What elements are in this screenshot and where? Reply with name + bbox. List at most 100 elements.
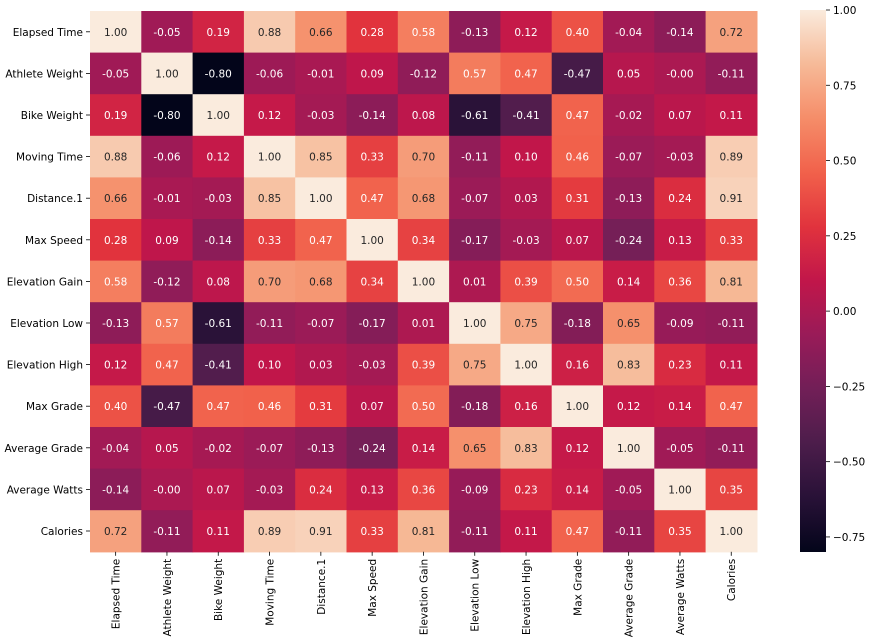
cell-value-label: 0.09 — [360, 68, 383, 80]
heatmap-cell — [243, 177, 296, 220]
heatmap-cell — [90, 427, 142, 470]
y-tick-label: Max Grade — [26, 401, 83, 413]
heatmap-cell — [654, 343, 707, 386]
cell-value-label: -0.14 — [666, 27, 693, 39]
x-tick-label: Average Grade — [624, 559, 636, 637]
cell-value-label: 0.11 — [720, 110, 743, 122]
heatmap-cell — [141, 11, 194, 54]
cell-value-label: 1.00 — [360, 235, 383, 247]
x-tick-label: Bike Weight — [213, 559, 225, 621]
x-tick-label: Average Watts — [675, 559, 687, 635]
cell-value-label: -0.13 — [102, 318, 129, 330]
heatmap-cell — [192, 510, 245, 553]
heatmap-cell — [603, 427, 655, 470]
heatmap-cell — [705, 52, 758, 95]
heatmap-cell — [397, 343, 450, 386]
heatmap-cell — [500, 510, 553, 553]
cell-value-label: -0.01 — [153, 193, 180, 205]
cell-value-label: -0.80 — [205, 68, 232, 80]
heatmap-cell — [346, 302, 399, 345]
cell-value-label: 0.13 — [668, 235, 691, 247]
cell-value-label: 0.28 — [104, 235, 127, 247]
heatmap-cell — [141, 385, 194, 428]
cell-value-label: -0.14 — [359, 110, 386, 122]
cell-value-label: 0.65 — [463, 443, 486, 455]
heatmap-cell — [551, 385, 604, 428]
y-tick-label: Average Watts — [7, 484, 83, 496]
heatmap-cell — [705, 260, 758, 303]
heatmap-cell — [500, 94, 553, 137]
cell-value-label: 0.23 — [514, 484, 537, 496]
heatmap-cell — [551, 302, 604, 345]
cell-value-label: 0.89 — [720, 152, 743, 164]
heatmap-cell — [449, 11, 501, 54]
cell-value-label: 1.00 — [258, 152, 281, 164]
heatmap-cell — [141, 219, 194, 262]
x-tick-label: Calories — [726, 559, 738, 601]
cell-value-label: 0.10 — [258, 360, 281, 372]
cell-value-label: 1.00 — [514, 360, 537, 372]
cell-value-label: 0.12 — [207, 152, 230, 164]
cell-value-label: 0.50 — [412, 401, 435, 413]
cell-value-label: 1.00 — [463, 318, 486, 330]
cell-value-label: -0.09 — [461, 484, 488, 496]
heatmap-cell — [551, 260, 604, 303]
heatmap-cell — [551, 135, 604, 178]
heatmap-cell — [449, 510, 501, 553]
cell-value-label: -0.47 — [153, 401, 180, 413]
cell-value-label: 0.35 — [720, 484, 743, 496]
heatmap-cell — [346, 11, 399, 54]
heatmap-cell — [603, 343, 655, 386]
x-tick-label: Elapsed Time — [111, 559, 123, 629]
cell-value-label: -0.03 — [256, 484, 283, 496]
heatmap-cell — [449, 52, 501, 95]
cell-value-label: 0.24 — [309, 484, 333, 496]
cell-value-label: 0.47 — [360, 193, 383, 205]
cell-value-label: 0.88 — [104, 152, 127, 164]
cell-value-label: -0.07 — [461, 193, 488, 205]
cell-value-label: 0.01 — [463, 276, 486, 288]
heatmap-cell — [295, 302, 348, 345]
heatmap-cell — [551, 510, 604, 553]
heatmap-cell — [449, 468, 501, 511]
cell-value-label: 1.00 — [617, 443, 640, 455]
cell-value-label: 1.00 — [668, 484, 691, 496]
cell-value-label: -0.61 — [461, 110, 488, 122]
cell-value-label: 1.00 — [155, 68, 178, 80]
cell-value-label: 0.13 — [360, 484, 383, 496]
cell-value-label: -0.41 — [205, 360, 232, 372]
heatmap-cell — [243, 94, 296, 137]
y-tick-label: Calories — [41, 526, 83, 538]
heatmap-cell — [654, 219, 707, 262]
heatmap-cell — [243, 427, 296, 470]
heatmap-cell — [397, 135, 450, 178]
x-tick-label: Elevation High — [521, 559, 533, 635]
cell-value-label: -0.18 — [564, 318, 591, 330]
heatmap-cell — [295, 177, 348, 220]
cell-value-label: -0.11 — [718, 443, 745, 455]
cell-value-label: 0.05 — [617, 68, 640, 80]
heatmap-cell — [90, 468, 142, 511]
heatmap-cell — [295, 510, 348, 553]
heatmap-cell — [192, 468, 245, 511]
heatmap-cell — [603, 219, 655, 262]
cell-value-label: -0.02 — [205, 443, 232, 455]
heatmap-cell — [449, 385, 501, 428]
heatmap-cell — [243, 11, 296, 54]
heatmap-cell — [397, 427, 450, 470]
heatmap-cell — [551, 219, 604, 262]
cell-value-label: -0.11 — [461, 152, 488, 164]
cell-value-label: 0.66 — [309, 27, 333, 39]
heatmap-cell — [705, 94, 758, 137]
heatmap-cell — [141, 510, 194, 553]
heatmap-cell — [141, 468, 194, 511]
cell-value-label: 0.46 — [566, 152, 590, 164]
heatmap-cell — [654, 177, 707, 220]
heatmap-cell — [705, 302, 758, 345]
y-tick-label: Bike Weight — [21, 110, 83, 122]
heatmap-cell — [500, 135, 553, 178]
cell-value-label: 0.75 — [514, 318, 537, 330]
cell-value-label: 0.12 — [258, 110, 281, 122]
cell-value-label: -0.06 — [256, 68, 283, 80]
cell-value-label: 0.81 — [412, 526, 435, 538]
